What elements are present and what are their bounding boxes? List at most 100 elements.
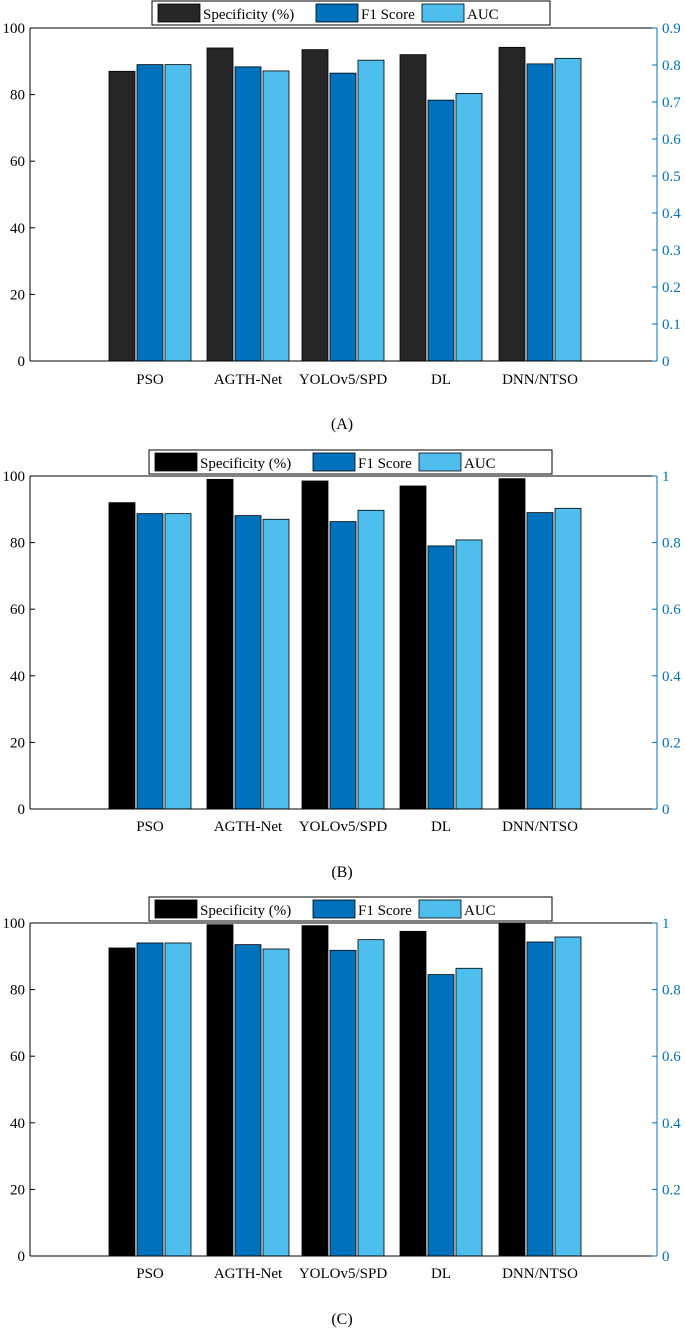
category-label: DL xyxy=(431,372,451,388)
category-label: DL xyxy=(431,1266,451,1282)
panel-label: (B) xyxy=(331,864,352,881)
category-label: DNN/NTSO xyxy=(502,819,578,835)
right-tick-label: 0.2 xyxy=(662,1182,681,1198)
left-tick-label: 40 xyxy=(10,221,25,237)
right-tick-label: 0.6 xyxy=(662,1049,681,1065)
bar xyxy=(164,64,192,362)
left-tick-label: 80 xyxy=(10,88,25,104)
bar xyxy=(498,478,526,810)
category-label: DL xyxy=(431,819,451,835)
right-tick-label: 0.4 xyxy=(662,669,681,685)
left-tick-label: 20 xyxy=(10,287,25,303)
legend-swatch xyxy=(418,452,462,472)
left-tick-label: 100 xyxy=(3,469,26,485)
bar xyxy=(329,72,357,362)
bar xyxy=(554,57,582,362)
bar xyxy=(108,947,136,1257)
bar xyxy=(498,46,526,362)
right-tick-label: 0.2 xyxy=(662,735,681,751)
bar xyxy=(455,93,483,362)
bar xyxy=(455,967,483,1257)
legend-label: AUC xyxy=(467,7,499,23)
bar xyxy=(329,521,357,810)
legend-label: Specificity (%) xyxy=(200,456,291,472)
legend-swatch xyxy=(154,899,198,919)
left-tick-label: 0 xyxy=(18,1249,26,1265)
legend-label: F1 Score xyxy=(361,7,415,23)
left-tick-label: 80 xyxy=(10,983,25,999)
bar xyxy=(455,539,483,810)
category-label: AGTH-Net xyxy=(214,819,283,835)
bar xyxy=(554,507,582,810)
right-tick-label: 0.6 xyxy=(662,132,681,148)
bar xyxy=(206,924,234,1257)
bar xyxy=(357,939,385,1257)
bar xyxy=(399,485,427,810)
bar xyxy=(427,974,455,1257)
bar xyxy=(526,63,554,362)
category-label: YOLOv5/SPD xyxy=(299,1266,388,1282)
legend-swatch xyxy=(421,3,465,23)
category-label: DNN/NTSO xyxy=(502,1266,578,1282)
legend: Specificity (%) F1 Score AUC xyxy=(148,896,553,922)
bar xyxy=(164,513,192,810)
bar xyxy=(108,70,136,362)
right-tick-label: 0.4 xyxy=(662,1116,681,1132)
legend-label: AUC xyxy=(464,456,496,472)
category-label: YOLOv5/SPD xyxy=(299,372,388,388)
bar xyxy=(234,66,262,362)
right-tick-label: 0.4 xyxy=(662,206,681,222)
legend-label: F1 Score xyxy=(358,456,412,472)
left-tick-label: 40 xyxy=(10,1116,25,1132)
right-tick-label: 0.7 xyxy=(662,95,681,111)
category-label: AGTH-Net xyxy=(214,372,283,388)
bar xyxy=(498,923,526,1257)
left-tick-label: 80 xyxy=(10,536,25,552)
right-tick-label: 1 xyxy=(662,916,670,932)
bar xyxy=(206,47,234,362)
right-tick-label: 0.2 xyxy=(662,280,681,296)
bar xyxy=(329,949,357,1257)
panel-label: (A) xyxy=(331,416,353,433)
bar xyxy=(136,942,164,1257)
left-tick-label: 100 xyxy=(3,21,26,37)
right-tick-label: 0.3 xyxy=(662,243,681,259)
bar xyxy=(301,925,329,1257)
legend-label: AUC xyxy=(464,903,496,919)
bar xyxy=(262,518,290,810)
category-label: DNN/NTSO xyxy=(502,372,578,388)
chart-panel-3: 0 20 40 60 80 100 0 0.2 0.4 0.6 0.8 1 PSO AGTH-Net YOL… xyxy=(3,896,681,1328)
right-tick-label: 1 xyxy=(662,469,670,485)
left-tick-label: 0 xyxy=(18,354,26,370)
category-label: AGTH-Net xyxy=(214,1266,283,1282)
right-tick-label: 0 xyxy=(662,802,670,818)
bar xyxy=(234,515,262,810)
bar xyxy=(554,936,582,1257)
panel-label: (C) xyxy=(331,1311,352,1328)
category-label: YOLOv5/SPD xyxy=(299,819,388,835)
legend-label: Specificity (%) xyxy=(200,903,291,919)
bar xyxy=(526,512,554,810)
bar xyxy=(164,942,192,1257)
right-tick-label: 0.8 xyxy=(662,983,681,999)
legend-label: F1 Score xyxy=(358,903,412,919)
left-tick-label: 20 xyxy=(10,735,25,751)
bar xyxy=(399,54,427,362)
bar xyxy=(399,930,427,1257)
bar xyxy=(301,49,329,362)
chart-panel-2: 0 20 40 60 80 100 0 0.2 0.4 0.6 0.8 1 PSO AGTH-Net YOL… xyxy=(3,449,681,881)
legend-label: Specificity (%) xyxy=(203,7,294,23)
left-tick-label: 20 xyxy=(10,1182,25,1198)
bar xyxy=(301,480,329,810)
bar xyxy=(262,948,290,1257)
bar xyxy=(136,64,164,362)
bar xyxy=(427,545,455,810)
bar xyxy=(262,70,290,362)
legend: Specificity (%) F1 Score AUC xyxy=(151,0,551,26)
left-tick-label: 100 xyxy=(3,916,26,932)
left-tick-label: 40 xyxy=(10,669,25,685)
bar xyxy=(427,99,455,362)
category-label: PSO xyxy=(136,1266,164,1282)
right-tick-label: 0 xyxy=(662,1249,670,1265)
